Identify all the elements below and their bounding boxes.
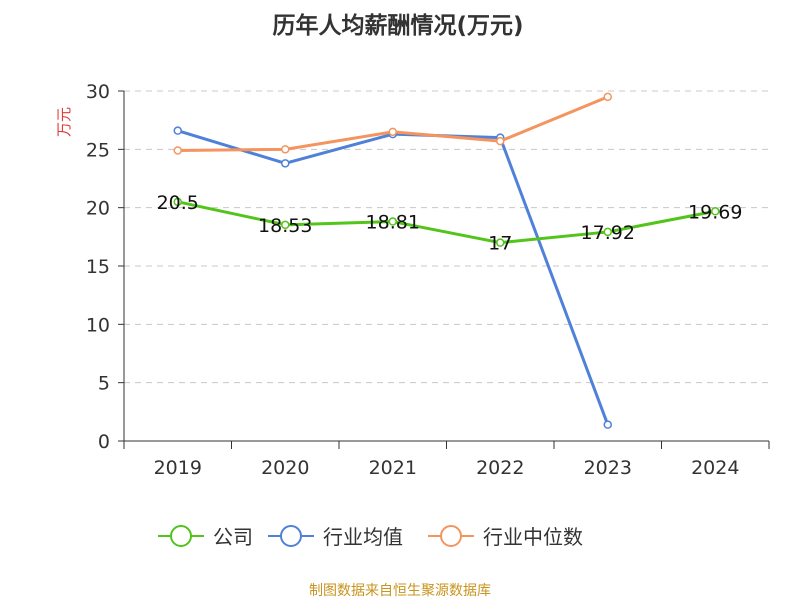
data-point[interactable] (603, 227, 612, 237)
legend-marker (440, 525, 462, 547)
legend-label: 行业中位数 (483, 525, 583, 549)
y-tick-label: 15 (86, 256, 110, 278)
y-tick-label: 30 (86, 81, 110, 103)
data-point[interactable] (281, 159, 290, 168)
legend-marker (280, 525, 302, 547)
data-label: 20.5 (157, 192, 199, 214)
data-point[interactable] (388, 217, 397, 226)
y-tick-label: 5 (98, 373, 110, 395)
data-point[interactable] (603, 92, 612, 102)
data-point[interactable] (388, 127, 397, 137)
data-labels: 20.5 18.53 18.81 17 17.92 19.69 (157, 192, 743, 255)
series-line (177, 129, 610, 426)
series-line (177, 200, 716, 245)
x-tick-label: 2022 (476, 457, 524, 479)
data-point[interactable] (496, 238, 505, 247)
data-point[interactable] (173, 126, 182, 135)
data-point[interactable] (173, 146, 182, 155)
data-label: 17.92 (581, 222, 635, 244)
x-tick-label: 2020 (261, 457, 309, 479)
legend-marker (170, 525, 192, 547)
legend-item-0[interactable]: 公司 (158, 525, 253, 549)
y-tick-label: 10 (86, 314, 110, 336)
data-point[interactable] (711, 207, 720, 216)
legend-label: 行业均值 (323, 525, 403, 549)
series-2 (173, 92, 612, 155)
x-tick-label: 2021 (369, 457, 417, 479)
x-tick-label: 2019 (154, 457, 202, 479)
series-0 (173, 197, 720, 247)
series-layer (173, 92, 720, 429)
series-line (177, 95, 609, 152)
legend-item-1[interactable]: 行业均值 (268, 525, 403, 549)
data-label: 17 (488, 233, 512, 255)
y-tick-label: 0 (98, 431, 110, 453)
chart-title: 历年人均薪酬情况(万元) (272, 12, 523, 39)
y-axis-unit: 万元 (55, 107, 73, 137)
data-point[interactable] (173, 197, 182, 207)
source-note: 制图数据来自恒生聚源数据库 (309, 583, 491, 599)
grid-lines (124, 90, 769, 384)
legend[interactable]: 公司 行业均值 行业中位数 (158, 525, 583, 549)
data-label: 18.81 (366, 212, 420, 234)
y-tick-label: 25 (86, 139, 110, 161)
x-tick-label: 2024 (691, 457, 739, 479)
data-point[interactable] (603, 420, 612, 429)
x-tick-label: 2023 (584, 457, 632, 479)
data-label: 19.69 (688, 201, 742, 223)
data-point[interactable] (281, 145, 290, 154)
data-point[interactable] (281, 220, 290, 230)
axes: 0 5 10 15 20 25 30 2019 2020 2021 2022 2023 2024 (86, 81, 770, 479)
data-label: 18.53 (258, 215, 312, 237)
data-point[interactable] (496, 136, 505, 146)
legend-item-2[interactable]: 行业中位数 (428, 525, 583, 549)
legend-label: 公司 (213, 525, 253, 549)
y-tick-label: 20 (86, 198, 110, 220)
